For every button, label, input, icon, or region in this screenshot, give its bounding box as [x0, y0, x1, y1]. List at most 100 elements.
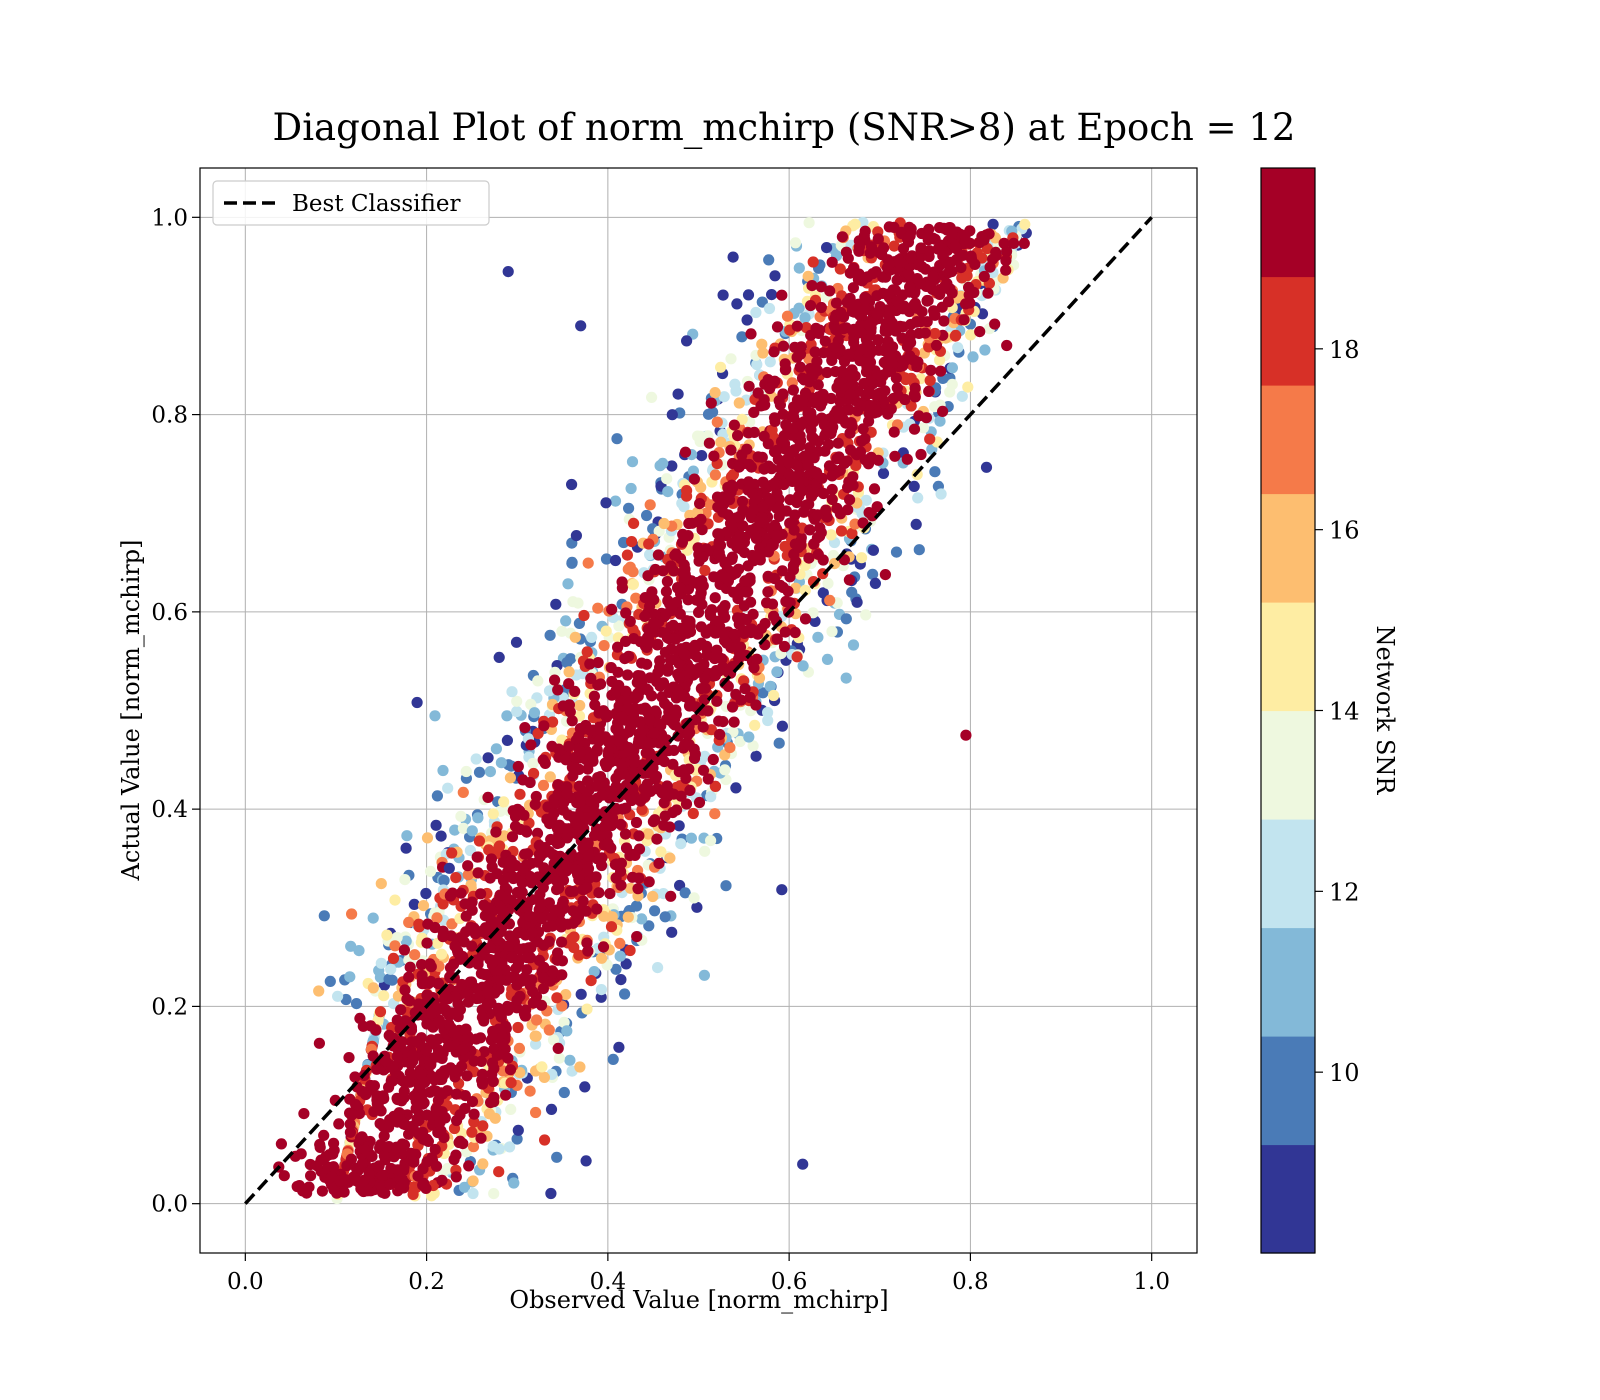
scatter-point [728, 716, 740, 728]
scatter-point [778, 478, 790, 491]
scatter-point [510, 636, 523, 648]
scatter-point [662, 662, 674, 675]
scatter-point [751, 358, 763, 371]
scatter-point [711, 416, 723, 428]
legend: Best Classifier [212, 180, 490, 226]
scatter-point [741, 443, 753, 455]
scatter-point [644, 499, 656, 511]
scatter-point [626, 536, 638, 548]
scatter-point [909, 297, 921, 309]
scatter-point [338, 1186, 350, 1198]
scatter-point [605, 921, 618, 933]
scatter-point [526, 894, 538, 906]
scatter-point [965, 253, 978, 265]
scatter-point [558, 1016, 570, 1028]
scatter-point [511, 695, 523, 707]
scatter-point [344, 971, 356, 983]
scatter-point [759, 399, 771, 411]
x-tick-label: 1.0 [1133, 1269, 1170, 1295]
scatter-point [514, 788, 526, 800]
scatter-point [924, 433, 936, 445]
scatter-point [536, 1061, 548, 1073]
scatter-point [430, 819, 442, 831]
scatter-point [1018, 237, 1030, 249]
scatter-point [537, 972, 549, 984]
scatter-point [976, 231, 988, 243]
scatter-point [543, 935, 555, 948]
scatter-point [946, 378, 958, 390]
scatter-point [763, 302, 776, 315]
scatter-point [613, 620, 625, 632]
colorbar-segment [1261, 385, 1315, 495]
scatter-point [777, 408, 789, 420]
scatter-point [428, 1074, 441, 1086]
scatter-point [882, 408, 894, 420]
scatter-point [383, 1029, 395, 1041]
scatter-point [743, 380, 755, 392]
scatter-point [564, 885, 577, 898]
scatter-point [721, 637, 733, 649]
scatter-point [560, 989, 572, 1001]
scatter-point [649, 563, 662, 576]
scatter-point [512, 1021, 524, 1034]
scatter-point [861, 363, 873, 375]
scatter-point [538, 720, 550, 732]
scatter-point [493, 1143, 505, 1155]
scatter-point [740, 649, 752, 662]
scatter-point [371, 1063, 383, 1075]
colorbar: 10 12 14 16 18 [1260, 167, 1360, 1254]
scatter-point [581, 937, 593, 949]
scatter-point [913, 544, 925, 556]
scatter-point [339, 1174, 351, 1186]
scatter-point [844, 388, 856, 401]
scatter-point [460, 765, 472, 778]
scatter-point [697, 721, 709, 733]
scatter-point [567, 596, 579, 608]
scatter-point [702, 773, 714, 785]
scatter-point [695, 621, 707, 633]
scatter-point [946, 227, 958, 239]
scatter-point [405, 1058, 417, 1070]
scatter-point [504, 856, 516, 868]
scatter-point [679, 568, 691, 580]
scatter-point [769, 477, 781, 489]
scatter-point [553, 1052, 565, 1064]
scatter-point [856, 552, 868, 564]
scatter-point [764, 356, 776, 368]
y-tick-label: 1.0 [151, 205, 188, 231]
scatter-point [547, 716, 559, 728]
scatter-point [315, 1154, 327, 1166]
scatter-point [750, 532, 763, 545]
scatter-point [435, 948, 448, 960]
scatter-point [511, 979, 523, 991]
scatter-point [519, 722, 531, 734]
scatter-point [644, 549, 656, 561]
scatter-point [367, 912, 379, 924]
scatter-point [506, 831, 519, 843]
scatter-point [446, 847, 458, 859]
scatter-point [526, 926, 538, 939]
scatter-point [636, 913, 648, 925]
scatter-point [634, 636, 647, 648]
scatter-point [374, 1006, 387, 1018]
scatter-point [816, 389, 828, 401]
scatter-point [920, 412, 933, 424]
scatter-point [872, 233, 884, 245]
scatter-point [901, 232, 914, 245]
scatter-point [380, 1055, 392, 1067]
scatter-point [466, 1126, 478, 1138]
scatter-point [538, 1071, 551, 1083]
scatter-point [438, 874, 450, 887]
scatter-point [791, 320, 803, 332]
scatter-point [824, 285, 836, 297]
scatter-point [539, 1134, 551, 1146]
scatter-point [825, 529, 837, 541]
scatter-point [859, 304, 871, 316]
scatter-point [378, 990, 390, 1002]
scatter-point [1008, 237, 1020, 249]
scatter-point [853, 245, 865, 257]
scatter-point [652, 549, 665, 561]
scatter-point [718, 602, 730, 614]
scatter-point [333, 1118, 345, 1130]
scatter-point [437, 764, 449, 777]
